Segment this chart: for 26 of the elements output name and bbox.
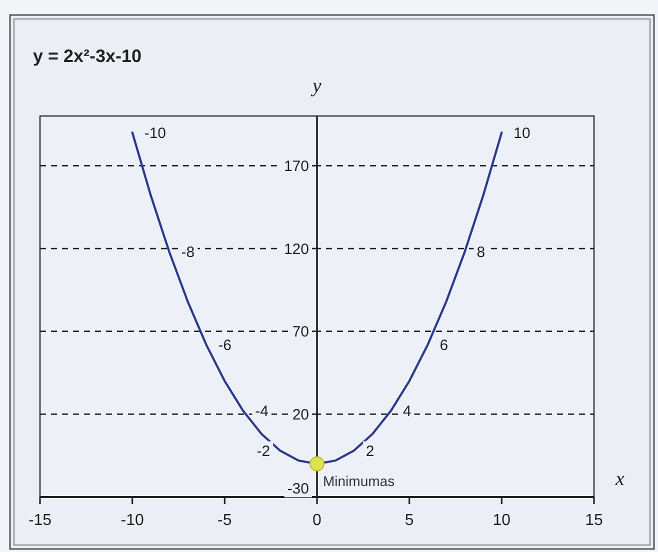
annotation: 10	[514, 124, 530, 142]
annotation: 2	[366, 442, 374, 460]
annotation: -10	[144, 124, 166, 142]
y-tick-label: -30	[287, 480, 309, 498]
x-axis-title: x	[614, 468, 625, 490]
y-axis-title: y	[310, 75, 322, 97]
x-tick-label: -10	[120, 512, 144, 529]
annotation: 8	[476, 244, 486, 262]
y-tick-label: 70	[292, 324, 309, 341]
x-tick-label: -15	[28, 512, 52, 529]
annotation: -4	[255, 403, 268, 420]
annotation: -8	[181, 244, 195, 262]
x-tick-label: 15	[585, 512, 603, 529]
x-tick-label: 0	[312, 512, 322, 529]
y-tick-label: 20	[292, 406, 309, 424]
annotation: -6	[218, 336, 232, 354]
y-tick-label: 170	[284, 158, 309, 175]
annotation: 4	[402, 403, 412, 420]
x-tick-label: 10	[492, 512, 511, 529]
annotation: -2	[256, 442, 270, 460]
annotation: 6	[440, 336, 448, 354]
x-tick-label: -5	[218, 512, 232, 529]
x-tick-label: 5	[404, 512, 414, 529]
y-tick-label: 120	[284, 240, 309, 258]
annotation: Minimumas	[323, 472, 395, 489]
chart-title: y = 2x²-3x-10	[33, 46, 142, 66]
